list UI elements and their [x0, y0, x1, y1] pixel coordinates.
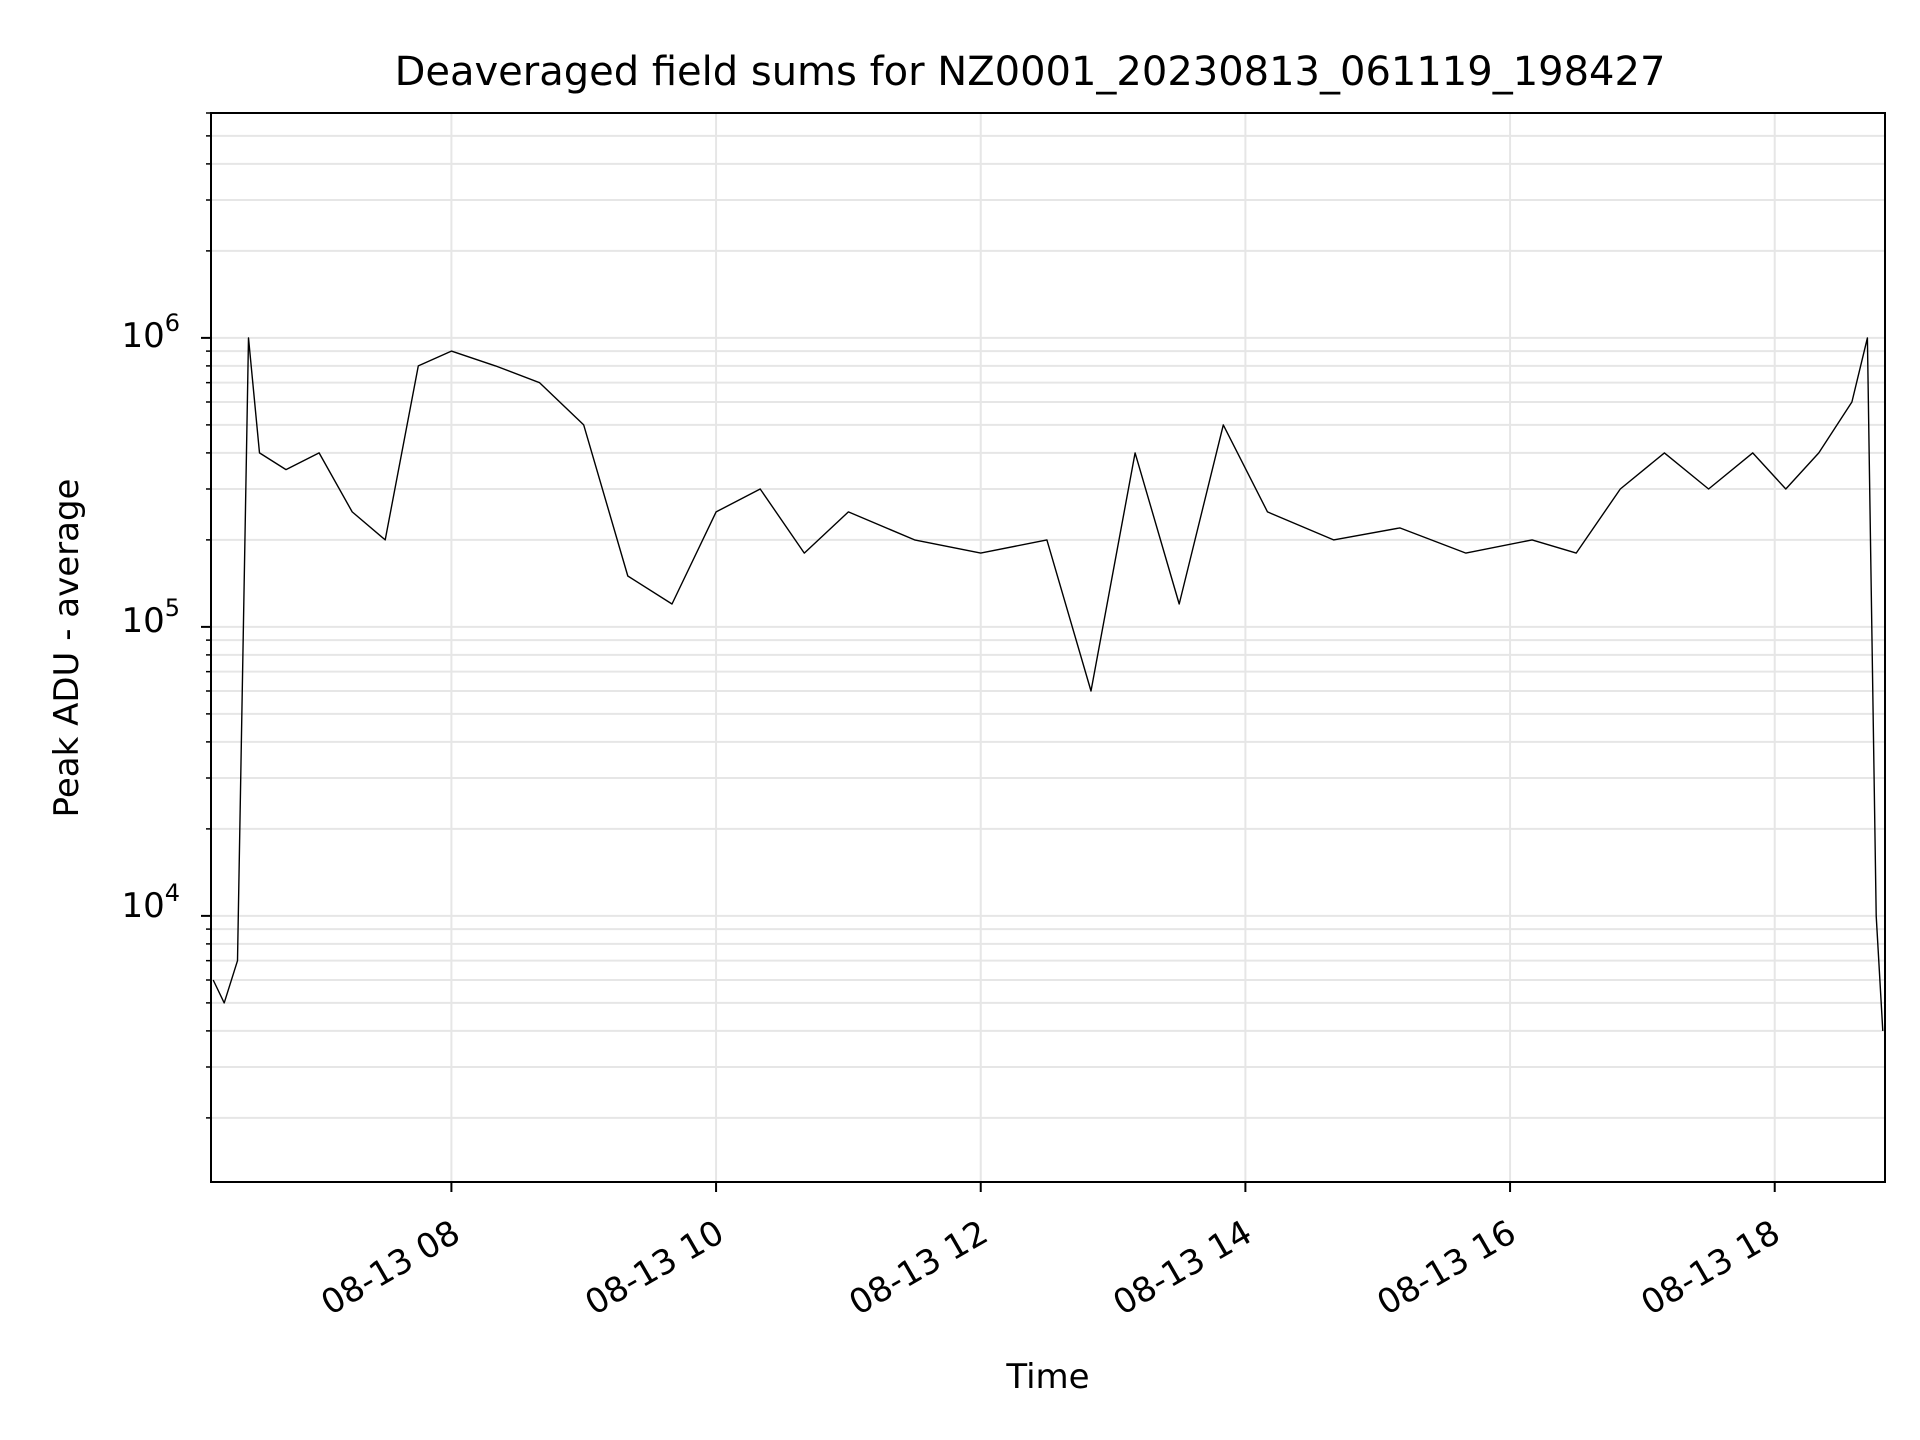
x-tick-label: 08-13 12	[843, 1213, 995, 1324]
y-tick-labels: 104 105 106	[121, 309, 180, 926]
x-tick-labels: 08-13 08 08-13 10 08-13 12 08-13 14 08-1…	[315, 1213, 1787, 1324]
x-tick-label: 08-13 10	[579, 1213, 731, 1324]
x-tick-label: 08-13 08	[315, 1213, 467, 1324]
grid-lines	[211, 112, 1885, 1182]
chart-title: Deaveraged field sums for NZ0001_2023081…	[395, 49, 1666, 95]
y-tick-label-1e6: 106	[121, 309, 180, 356]
data-series-line	[212, 337, 1884, 1031]
y-tick-label-1e4: 104	[121, 879, 180, 926]
y-axis-label: Peak ADU - average	[47, 479, 87, 818]
plot-area-frame	[210, 112, 1886, 1183]
x-tick-label: 08-13 14	[1107, 1213, 1259, 1324]
x-tick-label: 08-13 18	[1635, 1213, 1787, 1324]
y-tick-label-1e5: 105	[121, 594, 180, 641]
axis-ticks	[201, 112, 1776, 1192]
x-tick-label: 08-13 16	[1371, 1213, 1523, 1324]
x-axis-label: Time	[1005, 1357, 1089, 1397]
